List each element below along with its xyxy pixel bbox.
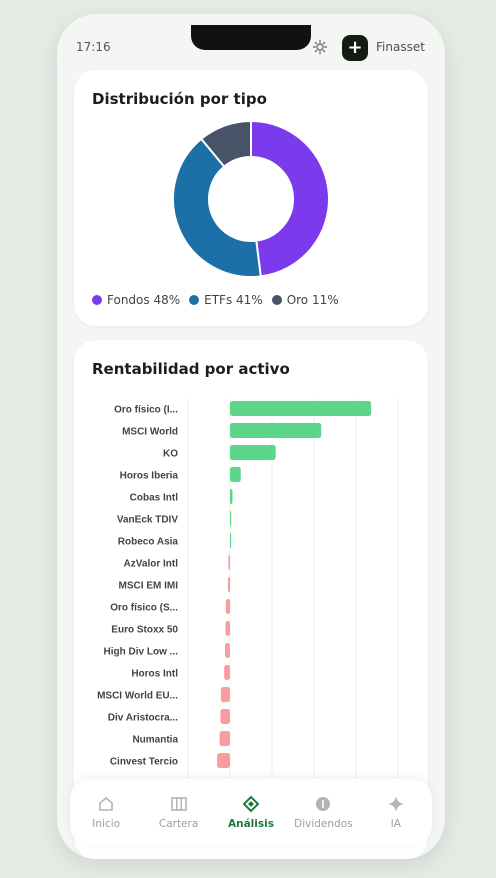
- nav-item-ia[interactable]: IA: [361, 794, 431, 830]
- donut-slice-etfs: [173, 137, 262, 277]
- legend-item-oro: Oro 11%: [271, 293, 339, 307]
- dividends-icon: [316, 797, 331, 811]
- nav-label: Análisis: [227, 818, 274, 830]
- bar: [227, 577, 230, 592]
- bar-label: Oro físico (I...: [114, 405, 178, 416]
- nav-label: Inicio: [92, 818, 121, 830]
- bar-label: KO: [163, 449, 178, 460]
- phone-frame: 17:16 + Finasset Distribución por tipo F…: [57, 14, 445, 859]
- bar-label: MSCI World: [122, 427, 178, 438]
- bar: [230, 533, 232, 548]
- returns-card: Rentabilidad por activo Oro físico (I...…: [74, 340, 428, 859]
- bar: [224, 665, 230, 680]
- bar: [225, 599, 230, 614]
- nav-item-cartera[interactable]: Cartera: [144, 794, 214, 830]
- donut-chart: [173, 121, 329, 277]
- analysis-icon: [242, 795, 260, 813]
- nav-item-dividendos[interactable]: Dividendos: [288, 794, 358, 830]
- bar: [217, 753, 230, 768]
- bar-label: Cinvest Tercio: [110, 757, 178, 768]
- bar-label: Div Aristocra...: [108, 713, 178, 724]
- bar: [230, 489, 233, 504]
- bar-label: MSCI EM IMI: [119, 581, 179, 592]
- bar: [219, 731, 230, 746]
- bar: [228, 555, 230, 570]
- legend-item-etfs: ETFs 41%: [189, 293, 263, 307]
- nav-item-inicio[interactable]: Inicio: [71, 794, 141, 830]
- donut-slice-oro: [199, 121, 252, 169]
- legend-dot: [189, 295, 200, 305]
- bar: [230, 401, 372, 416]
- distribution-card: Distribución por tipo Fondos 48% ETFs 41…: [74, 70, 428, 326]
- legend-item-fondos: Fondos 48%: [92, 293, 180, 307]
- brand-name: Finasset: [376, 40, 425, 54]
- distribution-title: Distribución por tipo: [92, 90, 267, 108]
- bar: [225, 621, 230, 636]
- bar: [230, 467, 241, 482]
- nav-label: Cartera: [158, 818, 199, 830]
- status-time: 17:16: [76, 40, 111, 54]
- bar-label: AzValor Intl: [124, 559, 179, 570]
- legend-label: Oro 11%: [286, 293, 339, 307]
- bar-label: Oro físico (S...: [110, 603, 178, 614]
- returns-title: Rentabilidad por activo: [92, 360, 290, 378]
- gear-icon[interactable]: [312, 39, 328, 55]
- returns-bar-chart: Oro físico (I... MSCI World KO Horos Iberia…: [97, 399, 399, 785]
- nav-label: Dividendos: [294, 818, 353, 830]
- bar: [230, 445, 276, 460]
- home-icon: [99, 796, 113, 811]
- bar-label: MSCI World EU...: [97, 691, 178, 702]
- bottom-nav: Inicio Cartera Análisis Dividendos: [70, 779, 432, 845]
- bar: [230, 511, 232, 526]
- bar: [230, 423, 322, 438]
- nav-label: IA: [390, 818, 401, 830]
- legend-label: Fondos 48%: [107, 293, 181, 307]
- sparkle-icon: [387, 796, 404, 812]
- bar-label: Numantia: [132, 735, 178, 746]
- bar-label: VanEck TDIV: [117, 515, 178, 526]
- bar-label: High Div Low ...: [104, 647, 179, 658]
- bar-label: Horos Iberia: [120, 471, 179, 482]
- legend-dot: [92, 295, 102, 305]
- donut-slice-fondos: [250, 121, 329, 277]
- bar-label: Euro Stoxx 50: [111, 625, 178, 636]
- bar: [220, 687, 230, 702]
- legend-label: ETFs 41%: [204, 293, 263, 307]
- notch: [191, 25, 311, 50]
- bar-label: Cobas Intl: [130, 493, 179, 504]
- bar: [225, 643, 230, 658]
- legend-dot: [271, 295, 282, 305]
- add-button[interactable]: +: [342, 35, 368, 61]
- nav-item-analisis[interactable]: Análisis: [216, 794, 286, 830]
- bar: [220, 709, 230, 724]
- bar-label: Horos Intl: [131, 669, 178, 680]
- bar-label: Robeco Asia: [118, 537, 179, 548]
- wallet-icon: [170, 797, 187, 811]
- distribution-legend: Fondos 48% ETFs 41% Oro 11%: [92, 293, 339, 307]
